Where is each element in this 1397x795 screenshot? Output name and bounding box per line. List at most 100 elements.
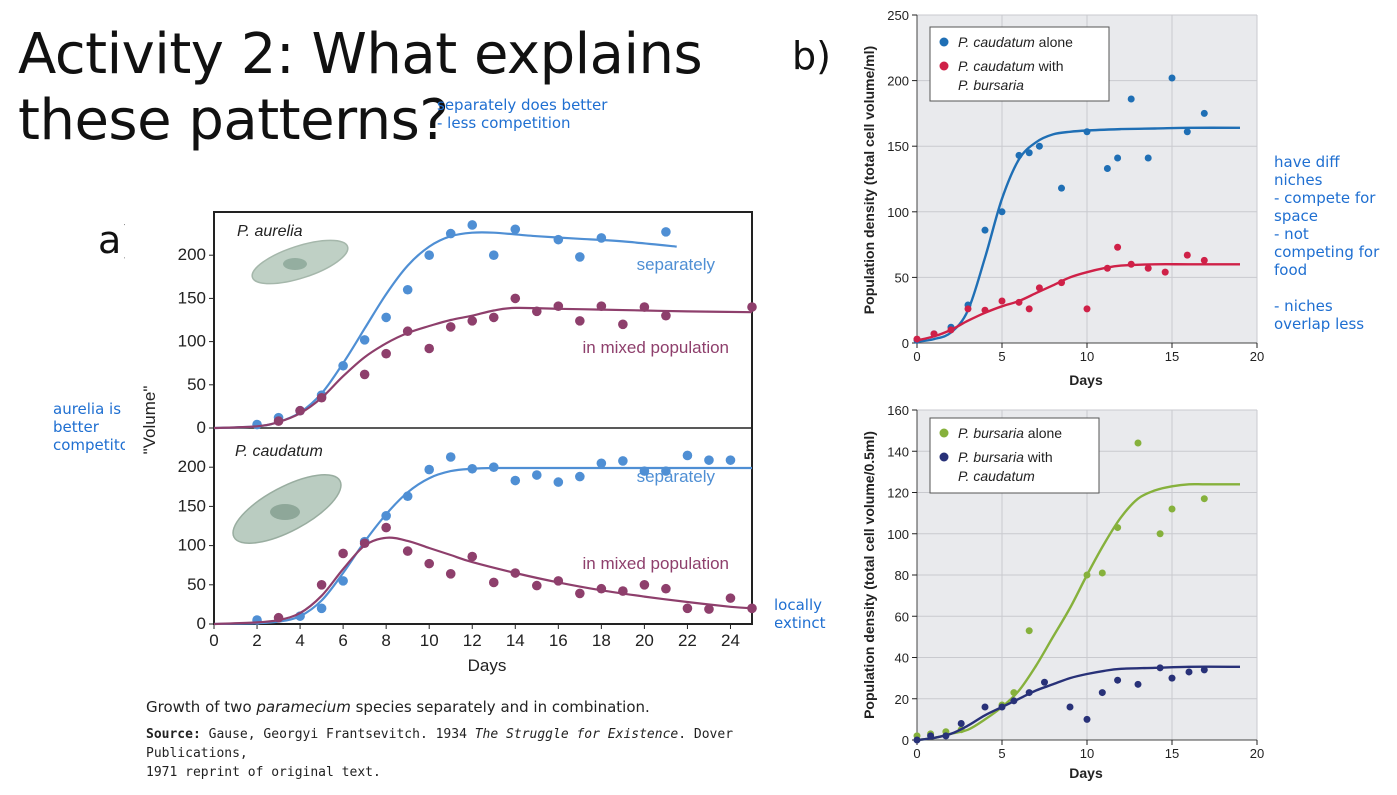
data-point-caudatum-density-0 [1183,128,1191,136]
note-extinct: locally extinct [774,596,826,632]
data-point-aurelia-1 [618,319,628,330]
data-point-caudatum-1 [596,583,607,594]
y-tick-label: 100 [887,527,909,542]
data-point-caudatum-0 [532,470,542,480]
data-point-aurelia-0 [445,228,456,239]
data-point-bursaria-density-1 [1114,676,1122,684]
x-tick-label: 12 [463,631,482,650]
data-point-bursaria-density-0 [1025,627,1033,635]
data-point-caudatum-1 [488,577,499,588]
data-point-bursaria-density-1 [1041,678,1048,686]
caudatum-drawing [232,474,342,544]
x-tick-label: 20 [1250,746,1264,761]
legend-marker-bursaria-alone [939,428,949,438]
data-point-caudatum-0 [575,471,585,482]
data-point-caudatum-density-1 [1103,264,1111,272]
data-point-aurelia-1 [381,348,391,359]
data-point-caudatum-1 [553,576,564,586]
data-point-caudatum-density-0 [1127,95,1135,103]
plot-aurelia: 0 50 100 150 200 P. aurelia separately in mix… [178,220,757,437]
y-tick-label: 50 [187,375,206,394]
legend-line2-caudatum-with: P. bursaria [958,77,1024,93]
x-tick-label: 15 [1165,746,1179,761]
y-tick-label: 200 [178,457,206,476]
legend-marker-caudatum-with [939,61,949,71]
data-point-caudatum-1 [273,612,284,623]
caption-source-label: Source: [146,727,201,742]
caption-source-text: Gause, Georgyi Frantsevitch. 1934 [200,727,475,742]
xlabel-bottom: Days [1069,765,1103,781]
data-point-caudatum-0 [488,462,499,473]
y-tick-label: 20 [895,692,909,707]
data-point-caudatum-density-1 [1161,268,1169,276]
data-point-caudatum-0 [639,466,650,476]
data-point-aurelia-0 [596,233,607,243]
caption-source: Source: Gause, Georgyi Frantsevitch. 193… [146,725,786,763]
chart-layer-aurelia: 0 50 100 150 200 [178,220,757,437]
legend-label-caudatum-with: P. caudatum with [958,58,1064,74]
caption-pre: Growth of two [146,698,257,716]
data-point-caudatum-density-1 [1025,305,1033,313]
data-point-caudatum-density-1 [998,297,1006,305]
data-point-aurelia-0 [467,220,478,230]
slide-title-line1: Activity 2: What explains [18,22,703,87]
x-tick-label: 0 [209,631,218,650]
data-point-caudatum-density-1 [1200,256,1208,264]
data-point-bursaria-density-0 [1200,495,1208,503]
y-tick-label: 50 [895,270,909,285]
series-label-aurelia-mixed: in mixed population [583,338,729,357]
data-point-bursaria-density-1 [981,703,989,711]
data-point-caudatum-1 [747,603,757,614]
legend-box-top [929,26,1110,102]
data-point-aurelia-1 [532,306,542,317]
data-point-bursaria-density-1 [1025,689,1033,697]
species-label-caudatum: P. caudatum [235,443,323,460]
data-point-aurelia-1 [359,369,370,380]
data-point-aurelia-1 [273,416,284,426]
legend-label-caudatum-alone: P. caudatum alone [958,34,1073,50]
data-point-caudatum-1 [639,580,650,590]
data-point-bursaria-density-1 [942,732,950,740]
y-tick-label: 150 [178,496,206,515]
legend-top: P. caudatum alone P. caudatum with P. bu… [929,26,1110,102]
legend-em-bursaria-with: P. bursaria [958,449,1024,465]
legend-label-bursaria-with: P. bursaria with [958,449,1053,465]
data-point-caudatum-density-0 [1015,151,1023,159]
data-point-bursaria-density-0 [1134,439,1142,447]
legend-em-caudatum-with: P. caudatum [958,58,1035,74]
data-point-aurelia-1 [488,312,499,323]
x-tick-label: 10 [1080,349,1094,364]
data-point-caudatum-density-0 [1103,165,1111,173]
data-point-aurelia-1 [402,326,413,337]
legend-rest-bursaria-alone: alone [1024,425,1062,441]
data-point-caudatum-density-0 [1035,142,1043,150]
data-point-bursaria-density-0 [1010,689,1018,697]
data-point-caudatum-density-1 [1183,251,1191,259]
data-point-caudatum-density-0 [1058,184,1065,192]
trend-line-bursaria-density-0 [916,482,1240,742]
data-point-bursaria-density-0 [1114,524,1122,532]
series-label-aurelia-separately: separately [637,255,716,274]
data-point-caudatum-1 [661,583,671,594]
data-point-aurelia-1 [661,310,671,321]
trend-line-caudatum-1 [213,536,753,626]
data-point-aurelia-0 [510,224,521,235]
y-tick-label: 200 [178,245,206,264]
data-point-caudatum-0 [553,477,564,487]
data-point-aurelia-1 [575,316,585,326]
data-point-bursaria-density-1 [998,703,1006,711]
data-point-bursaria-density-1 [927,732,935,740]
data-point-aurelia-0 [252,419,262,430]
y-tick-label: 100 [887,205,909,220]
note-niches: have diff niches - compete for space - n… [1274,153,1380,333]
data-point-caudatum-0 [445,452,456,462]
caption-source-book: The Struggle for Existence [474,727,679,742]
x-tick-label: 8 [381,631,390,650]
x-tick-label: 20 [635,631,654,650]
data-point-caudatum-0 [596,458,607,469]
species-label-aurelia: P. aurelia [237,223,303,240]
data-point-caudatum-density-0 [1168,74,1176,82]
data-point-caudatum-density-0 [1200,109,1208,117]
